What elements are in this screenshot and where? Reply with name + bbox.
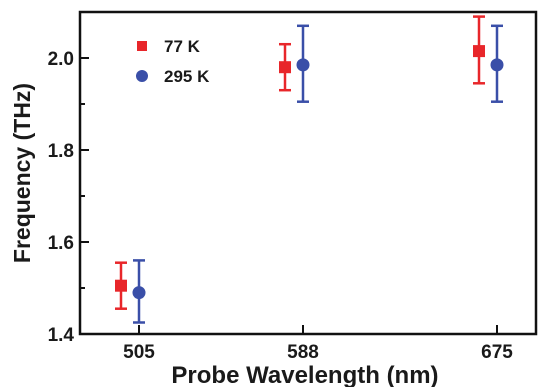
x-axis-label: Probe Wavelength (nm) — [171, 362, 438, 387]
data-point — [473, 45, 485, 58]
data-marks — [115, 15, 504, 324]
y-axis-label: Frequency (THz) — [9, 83, 35, 263]
x-tick-label: 588 — [287, 342, 319, 363]
series-295-k — [132, 24, 504, 324]
data-point — [279, 61, 291, 74]
y-tick-label: 1.6 — [48, 233, 74, 254]
x-tick-label: 675 — [481, 342, 513, 363]
plot-frame — [78, 10, 538, 336]
legend-marker — [136, 70, 148, 82]
x-tick-label: 505 — [123, 342, 155, 363]
series-77-k — [115, 15, 485, 310]
y-tick-label: 2.0 — [48, 49, 74, 70]
legend-marker — [137, 41, 147, 51]
data-point — [296, 58, 310, 72]
y-tick-label: 1.8 — [48, 141, 74, 162]
legend-label: 295 K — [164, 67, 210, 86]
data-point — [132, 286, 146, 300]
axis-ticks — [80, 11, 498, 335]
data-point — [115, 279, 127, 292]
legend-label: 77 K — [164, 37, 201, 56]
y-tick-label: 1.4 — [48, 325, 75, 346]
legend: 77 K 295 K — [136, 37, 210, 86]
data-point — [490, 58, 504, 72]
tick-labels: 1.4 1.6 1.8 2.0 505 588 675 — [48, 49, 514, 363]
